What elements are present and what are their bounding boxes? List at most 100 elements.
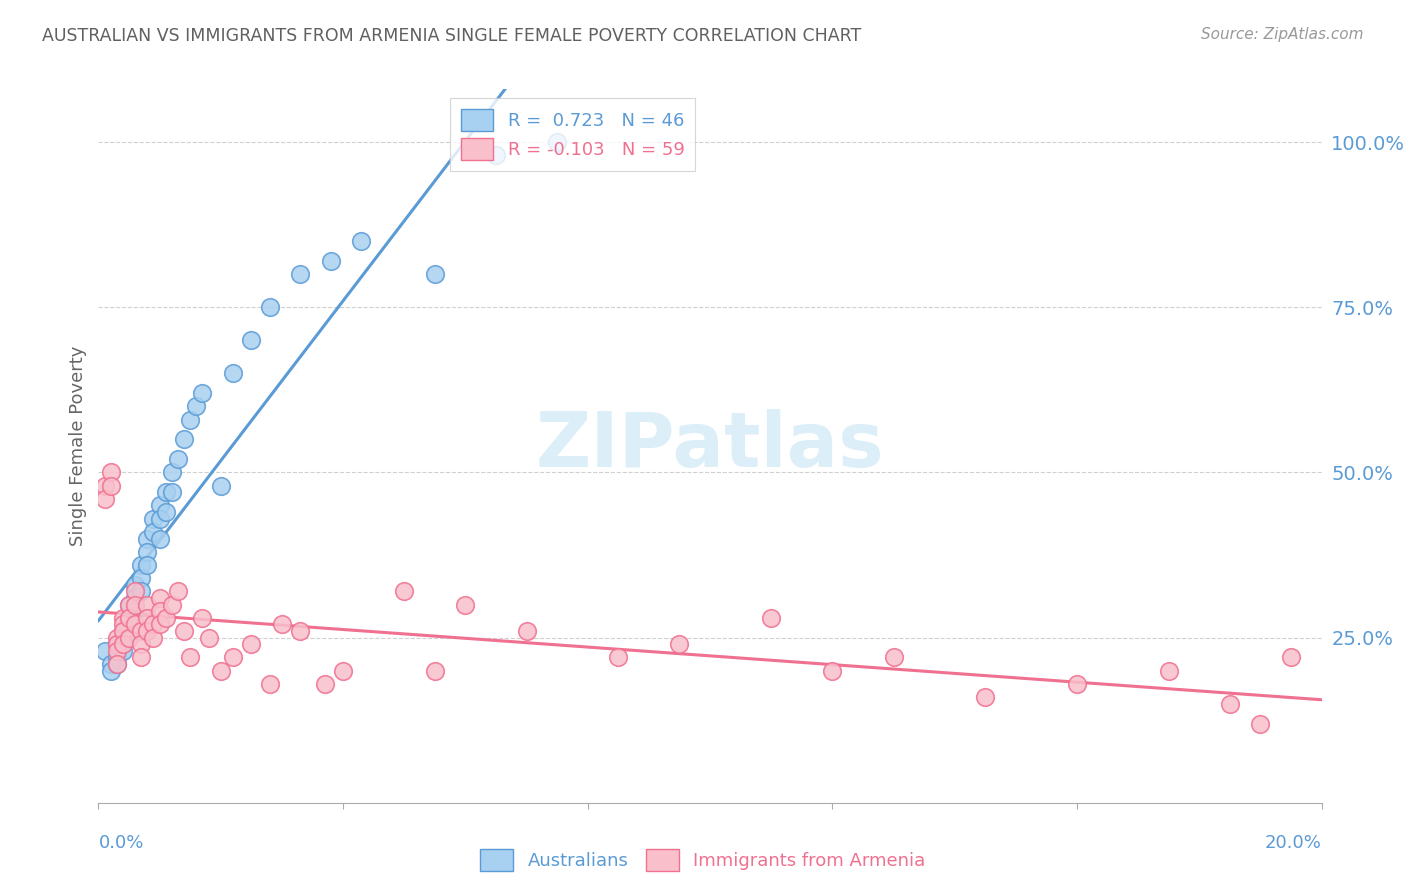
Point bbox=[124, 591, 146, 605]
Text: Source: ZipAtlas.com: Source: ZipAtlas.com bbox=[1201, 27, 1364, 42]
Point bbox=[1066, 677, 1088, 691]
Point bbox=[423, 267, 446, 281]
Point bbox=[93, 644, 115, 658]
Point bbox=[111, 631, 134, 645]
Point bbox=[160, 598, 183, 612]
Point bbox=[100, 478, 122, 492]
Point bbox=[546, 135, 568, 149]
Point bbox=[93, 491, 115, 506]
Point bbox=[222, 650, 245, 665]
Point bbox=[1249, 716, 1271, 731]
Point bbox=[821, 664, 844, 678]
Point bbox=[136, 598, 159, 612]
Legend: Australians, Immigrants from Armenia: Australians, Immigrants from Armenia bbox=[474, 842, 932, 879]
Text: 0.0%: 0.0% bbox=[98, 834, 143, 852]
Point bbox=[197, 631, 219, 645]
Point bbox=[111, 624, 134, 638]
Point bbox=[209, 478, 232, 492]
Point bbox=[160, 485, 183, 500]
Point bbox=[155, 505, 177, 519]
Point bbox=[149, 591, 172, 605]
Point bbox=[209, 664, 232, 678]
Point bbox=[105, 657, 128, 671]
Point bbox=[129, 650, 152, 665]
Point bbox=[607, 650, 630, 665]
Point bbox=[105, 644, 128, 658]
Legend: R =  0.723   N = 46, R = -0.103   N = 59: R = 0.723 N = 46, R = -0.103 N = 59 bbox=[450, 98, 696, 171]
Point bbox=[173, 624, 195, 638]
Point bbox=[111, 637, 134, 651]
Point bbox=[186, 400, 208, 414]
Point bbox=[105, 637, 128, 651]
Point bbox=[129, 637, 152, 651]
Point bbox=[129, 571, 152, 585]
Point bbox=[124, 598, 146, 612]
Point bbox=[118, 598, 141, 612]
Point bbox=[118, 598, 141, 612]
Point bbox=[332, 664, 354, 678]
Point bbox=[173, 433, 195, 447]
Point bbox=[136, 611, 159, 625]
Point bbox=[105, 637, 128, 651]
Point bbox=[149, 532, 172, 546]
Point bbox=[759, 611, 782, 625]
Point bbox=[111, 644, 134, 658]
Point bbox=[118, 611, 141, 625]
Point bbox=[516, 624, 538, 638]
Point bbox=[314, 677, 336, 691]
Point bbox=[290, 624, 312, 638]
Point bbox=[129, 584, 152, 599]
Point bbox=[454, 598, 477, 612]
Point bbox=[118, 624, 141, 638]
Point bbox=[191, 386, 214, 401]
Y-axis label: Single Female Poverty: Single Female Poverty bbox=[69, 346, 87, 546]
Point bbox=[105, 631, 128, 645]
Point bbox=[191, 611, 214, 625]
Point bbox=[111, 637, 134, 651]
Point bbox=[111, 617, 134, 632]
Point bbox=[118, 611, 141, 625]
Point bbox=[1157, 664, 1180, 678]
Point bbox=[270, 617, 292, 632]
Point bbox=[149, 617, 172, 632]
Point bbox=[93, 478, 115, 492]
Point bbox=[259, 300, 281, 314]
Point bbox=[1279, 650, 1302, 665]
Point bbox=[124, 617, 146, 632]
Point bbox=[136, 545, 159, 559]
Point bbox=[155, 485, 177, 500]
Text: 20.0%: 20.0% bbox=[1265, 834, 1322, 852]
Text: ZIPatlas: ZIPatlas bbox=[536, 409, 884, 483]
Point bbox=[179, 412, 201, 426]
Point bbox=[124, 584, 146, 599]
Point bbox=[350, 234, 373, 248]
Point bbox=[124, 578, 146, 592]
Point bbox=[319, 254, 342, 268]
Point bbox=[668, 637, 690, 651]
Point bbox=[142, 511, 165, 525]
Point bbox=[160, 466, 183, 480]
Point bbox=[179, 650, 201, 665]
Point bbox=[118, 631, 141, 645]
Point bbox=[290, 267, 312, 281]
Point bbox=[100, 664, 122, 678]
Point bbox=[240, 637, 263, 651]
Point bbox=[142, 617, 165, 632]
Point bbox=[222, 367, 245, 381]
Point bbox=[105, 657, 128, 671]
Point bbox=[167, 452, 190, 467]
Point bbox=[974, 690, 997, 704]
Point bbox=[167, 584, 190, 599]
Point bbox=[136, 624, 159, 638]
Text: AUSTRALIAN VS IMMIGRANTS FROM ARMENIA SINGLE FEMALE POVERTY CORRELATION CHART: AUSTRALIAN VS IMMIGRANTS FROM ARMENIA SI… bbox=[42, 27, 862, 45]
Point bbox=[111, 624, 134, 638]
Point bbox=[129, 558, 152, 572]
Point bbox=[485, 148, 508, 162]
Point bbox=[259, 677, 281, 691]
Point bbox=[136, 558, 159, 572]
Point bbox=[392, 584, 416, 599]
Point bbox=[111, 611, 134, 625]
Point bbox=[129, 624, 152, 638]
Point bbox=[423, 664, 446, 678]
Point bbox=[1219, 697, 1241, 711]
